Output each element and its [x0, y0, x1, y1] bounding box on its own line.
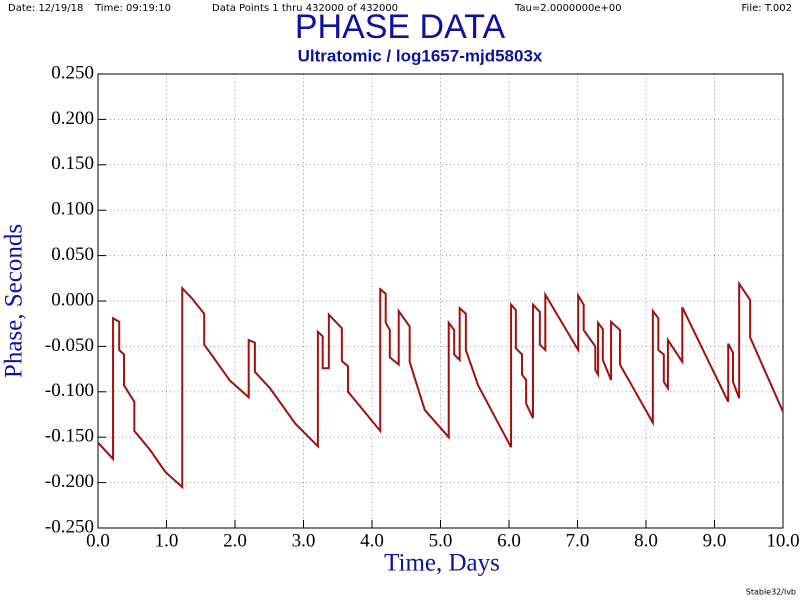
y-axis-label: Phase, Seconds	[1, 224, 28, 378]
x-tick-label: 3.0	[292, 530, 316, 551]
x-tick-label: 10.0	[766, 530, 799, 551]
x-tick-label: 9.0	[703, 530, 727, 551]
chart-subtitle: Ultratomic / log1657-mjd5803x	[298, 46, 543, 65]
y-tick-label: -0.200	[45, 471, 94, 492]
plot-frame	[97, 73, 784, 529]
y-tick-label: 0.000	[51, 289, 94, 310]
y-tick-label: 0.200	[51, 108, 94, 129]
y-tick-label: -0.250	[45, 516, 94, 537]
x-tick-label: 5.0	[429, 530, 453, 551]
y-tick-label: 0.100	[51, 199, 94, 220]
y-tick-label: 0.050	[51, 244, 94, 265]
y-tick-label: -0.150	[45, 426, 94, 447]
header-tau: Tau=2.0000000e+00	[514, 3, 622, 14]
y-tick-label: -0.050	[45, 335, 94, 356]
header-time: Time: 09:19:10	[94, 3, 171, 14]
y-tick-label: 0.150	[51, 153, 94, 174]
x-tick-label: 0.0	[86, 530, 110, 551]
chart-title: PHASE DATA	[295, 8, 506, 46]
y-tick-label: 0.250	[51, 62, 94, 83]
x-tick-label: 6.0	[497, 530, 521, 551]
header-file: File: T.002	[742, 3, 792, 14]
y-tick-label: -0.100	[45, 380, 94, 401]
footer: Stable32/lvb	[746, 588, 796, 597]
x-tick-label: 4.0	[360, 530, 384, 551]
x-tick-label: 1.0	[155, 530, 179, 551]
header-date: Date: 12/19/18	[8, 3, 83, 14]
x-tick-label: 2.0	[223, 530, 247, 551]
phase-line	[97, 280, 784, 490]
x-tick-label: 8.0	[634, 530, 658, 551]
header-points: Data Points 1 thru 432000 of 432000	[212, 3, 398, 14]
x-tick-label: 7.0	[566, 530, 590, 551]
x-axis-label: Time, Days	[384, 550, 500, 577]
